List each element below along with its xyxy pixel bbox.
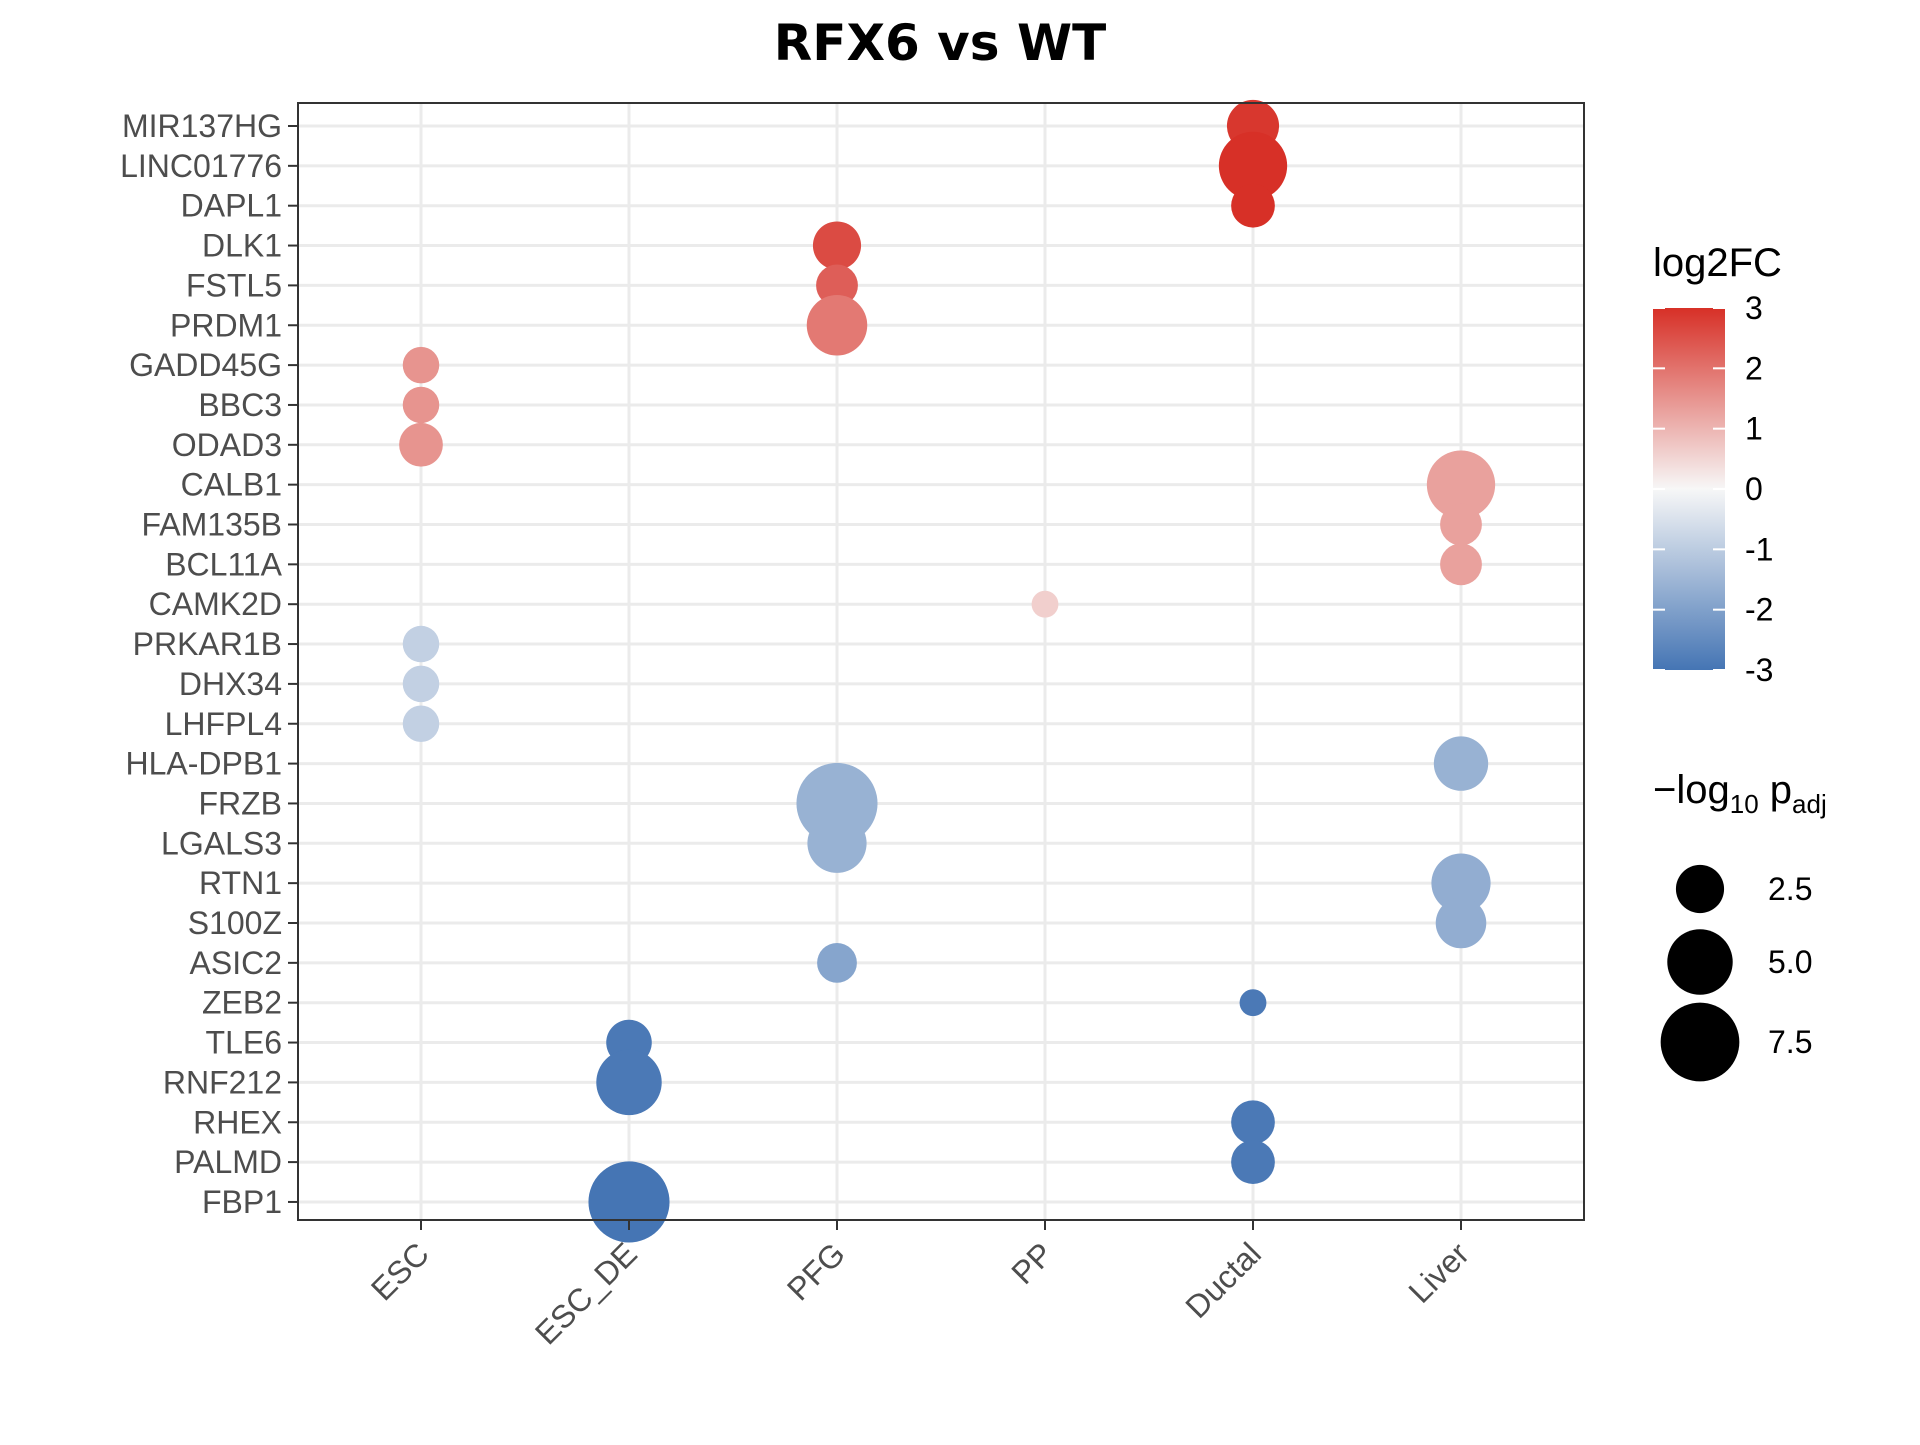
dot-linc01776-ductal [1218, 131, 1288, 201]
xtick-label: PFG [780, 1235, 852, 1307]
dot-palmd-ductal [1231, 1140, 1275, 1184]
ytick-label: DHX34 [179, 666, 282, 702]
ytick-label: RHEX [193, 1104, 282, 1140]
color-legend-title: log2FC [1653, 241, 1782, 285]
ytick-label: GADD45G [129, 347, 282, 383]
xtick-label: Liver [1401, 1235, 1476, 1310]
dot-bbc3-esc [402, 386, 440, 424]
dot-dhx34-esc [402, 665, 440, 703]
ytick-label: FAM135B [141, 507, 282, 543]
xtick-label: PP [1004, 1235, 1060, 1291]
color-legend-label: -3 [1745, 652, 1773, 688]
color-legend-label: 1 [1745, 411, 1763, 447]
ytick-label: DAPL1 [181, 188, 282, 224]
ytick-label: PALMD [174, 1144, 282, 1180]
ytick-label: LINC01776 [120, 148, 282, 184]
ytick-label: PRKAR1B [133, 626, 282, 662]
plot-panel [298, 103, 1584, 1220]
dot-fbp1-esc_de [588, 1161, 670, 1243]
xtick-label: ESC_DE [528, 1235, 644, 1351]
ytick-label: MIR137HG [122, 108, 282, 144]
dot-dlk1-pfg [812, 221, 862, 270]
dot-lgals3-pfg [807, 813, 867, 873]
ytick-label: ASIC2 [190, 945, 282, 981]
dot-rhex-ductal [1231, 1100, 1275, 1145]
dot-s100z-liver [1435, 897, 1487, 949]
ytick-label: LHFPL4 [165, 706, 282, 742]
size-legend-dot [1675, 864, 1725, 914]
ytick-label: ZEB2 [202, 985, 282, 1021]
ytick-label: FBP1 [202, 1184, 282, 1220]
chart-title: RFX6 vs WT [774, 14, 1106, 72]
dot-fam135b-liver [1440, 503, 1482, 546]
ytick-label: CALB1 [181, 467, 282, 503]
size-legend-label: 2.5 [1768, 871, 1812, 907]
ytick-label: ODAD3 [172, 427, 282, 463]
ytick-label: DLK1 [202, 228, 282, 264]
size-legend: −log10 padj 2.5 5.0 7.5 [1653, 768, 1827, 1082]
dot-lhfpl4-esc [402, 705, 440, 743]
dot-zeb2-ductal [1239, 989, 1267, 1017]
dot-gadd45g-esc [402, 346, 440, 384]
ytick-label: FSTL5 [186, 267, 282, 303]
ytick-label: HLA-DPB1 [126, 746, 283, 782]
dot-prdm1-pfg [806, 294, 868, 356]
dot-odad3-esc [399, 422, 443, 467]
plot-border [297, 102, 1585, 1221]
ytick-label: RTN1 [199, 865, 282, 901]
ytick-label: BBC3 [198, 387, 282, 423]
dot-prkar1b-esc [402, 625, 440, 663]
color-legend-label: 3 [1745, 290, 1763, 326]
dot-calb1-liver [1426, 450, 1496, 519]
color-legend-label: 0 [1745, 471, 1763, 507]
ytick-label: CAMK2D [149, 586, 282, 622]
xtick-label: Ductal [1178, 1235, 1268, 1325]
ytick-label: BCL11A [165, 546, 282, 582]
dot-rtn1-liver [1431, 853, 1491, 913]
color-legend: log2FC 3 2 1 0 -1 -2 -3 [1653, 241, 1782, 688]
ytick-label: S100Z [188, 905, 282, 941]
ytick-label: PRDM1 [170, 307, 282, 343]
color-legend-label: -2 [1745, 592, 1773, 628]
dot-hla-dpb1-liver [1433, 736, 1489, 791]
size-legend-dot [1660, 1002, 1740, 1082]
dot-camk2d-pp [1031, 590, 1059, 618]
dot-fstl5-pfg [816, 264, 858, 307]
ytick-label: LGALS3 [161, 825, 282, 861]
dot-rnf212-esc_de [596, 1049, 662, 1116]
size-legend-label: 5.0 [1768, 944, 1812, 980]
size-legend-label: 7.5 [1768, 1024, 1812, 1060]
dot-asic2-pfg [817, 942, 857, 983]
size-legend-title: −log10 padj [1653, 768, 1827, 819]
ytick-label: TLE6 [206, 1025, 282, 1061]
color-legend-label: 2 [1745, 350, 1763, 386]
dot-dapl1-ductal [1231, 183, 1275, 228]
ytick-label: RNF212 [163, 1064, 282, 1100]
size-legend-dot [1667, 929, 1733, 995]
ytick-label: FRZB [198, 785, 282, 821]
dot-bcl11a-liver [1440, 543, 1482, 586]
xtick-label: ESC [364, 1235, 436, 1307]
color-legend-label: -1 [1745, 531, 1773, 567]
